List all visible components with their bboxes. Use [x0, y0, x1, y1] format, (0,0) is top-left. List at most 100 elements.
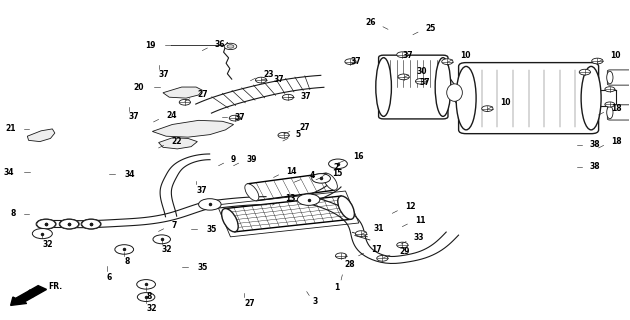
- Text: 36: 36: [215, 40, 226, 49]
- Polygon shape: [27, 129, 55, 142]
- Circle shape: [198, 199, 221, 210]
- FancyBboxPatch shape: [607, 70, 630, 85]
- Ellipse shape: [447, 84, 462, 101]
- Text: 18: 18: [611, 137, 622, 146]
- Circle shape: [179, 100, 190, 105]
- Text: 37: 37: [350, 57, 361, 66]
- Text: 30: 30: [416, 67, 427, 76]
- Circle shape: [60, 219, 79, 229]
- Text: 32: 32: [162, 245, 172, 254]
- FancyBboxPatch shape: [379, 55, 448, 119]
- Circle shape: [137, 292, 155, 301]
- Text: 21: 21: [6, 124, 16, 133]
- Polygon shape: [152, 120, 234, 137]
- Ellipse shape: [607, 106, 613, 119]
- Circle shape: [605, 102, 615, 107]
- Text: 27: 27: [197, 91, 208, 100]
- Circle shape: [297, 194, 320, 205]
- Text: 31: 31: [374, 224, 384, 233]
- Text: 27: 27: [244, 299, 255, 308]
- Text: 28: 28: [345, 260, 355, 269]
- Text: 24: 24: [166, 111, 176, 120]
- Text: 15: 15: [332, 169, 342, 178]
- Circle shape: [224, 43, 237, 50]
- Ellipse shape: [581, 67, 601, 130]
- Circle shape: [482, 106, 493, 111]
- Text: 37: 37: [196, 186, 207, 195]
- Text: 26: 26: [365, 19, 375, 28]
- Polygon shape: [248, 173, 335, 201]
- FancyBboxPatch shape: [459, 63, 598, 134]
- Circle shape: [137, 280, 156, 289]
- Ellipse shape: [222, 209, 238, 232]
- Text: 8: 8: [11, 209, 16, 219]
- Text: 19: 19: [145, 41, 156, 50]
- Text: 10: 10: [460, 52, 471, 60]
- Text: FR.: FR.: [49, 282, 63, 292]
- Text: 38: 38: [590, 163, 600, 172]
- Text: 38: 38: [590, 140, 600, 149]
- Circle shape: [605, 87, 615, 92]
- Circle shape: [256, 77, 266, 83]
- Text: 6: 6: [106, 273, 112, 282]
- Circle shape: [415, 78, 427, 84]
- Polygon shape: [159, 138, 197, 149]
- Text: 34: 34: [4, 168, 14, 177]
- Text: 10: 10: [500, 99, 510, 108]
- Text: 37: 37: [301, 92, 311, 101]
- Circle shape: [397, 242, 408, 248]
- Text: 35: 35: [207, 225, 217, 234]
- Text: 32: 32: [146, 304, 157, 313]
- Text: 35: 35: [197, 263, 208, 272]
- Circle shape: [59, 219, 79, 229]
- Circle shape: [442, 59, 453, 65]
- Text: 4: 4: [310, 172, 315, 180]
- Polygon shape: [163, 87, 202, 98]
- Text: 18: 18: [611, 104, 622, 113]
- Text: 1: 1: [334, 283, 339, 292]
- Text: 5: 5: [295, 130, 301, 139]
- Text: 16: 16: [353, 152, 364, 161]
- Circle shape: [579, 69, 590, 75]
- Circle shape: [355, 231, 367, 236]
- Circle shape: [115, 245, 134, 254]
- Polygon shape: [225, 196, 351, 232]
- Text: 37: 37: [129, 112, 139, 121]
- Ellipse shape: [375, 58, 391, 116]
- FancyArrow shape: [11, 286, 47, 305]
- Circle shape: [329, 159, 347, 169]
- Circle shape: [592, 58, 603, 64]
- Circle shape: [377, 255, 388, 261]
- Text: 7: 7: [171, 220, 176, 229]
- Text: 17: 17: [371, 245, 382, 254]
- Text: 3: 3: [313, 297, 318, 306]
- Circle shape: [81, 219, 101, 229]
- Ellipse shape: [323, 173, 338, 190]
- Text: 11: 11: [415, 216, 425, 225]
- Circle shape: [37, 219, 55, 229]
- Circle shape: [336, 253, 347, 259]
- Text: 8: 8: [146, 292, 151, 301]
- Text: 9: 9: [231, 155, 236, 164]
- Ellipse shape: [607, 71, 613, 84]
- Text: 8: 8: [124, 257, 130, 266]
- Circle shape: [278, 132, 289, 138]
- Text: 23: 23: [263, 70, 273, 79]
- Ellipse shape: [338, 196, 354, 219]
- Text: 37: 37: [273, 75, 284, 84]
- FancyBboxPatch shape: [607, 105, 630, 120]
- Ellipse shape: [245, 184, 259, 201]
- Text: 29: 29: [399, 247, 410, 256]
- Text: 14: 14: [286, 167, 297, 176]
- Circle shape: [32, 228, 52, 239]
- Text: 37: 37: [159, 70, 169, 79]
- Text: 13: 13: [285, 194, 295, 203]
- Text: 27: 27: [299, 123, 310, 132]
- Text: 34: 34: [124, 170, 135, 179]
- Circle shape: [36, 219, 56, 229]
- Circle shape: [312, 174, 331, 183]
- Text: 25: 25: [425, 24, 436, 33]
- Ellipse shape: [435, 58, 451, 116]
- Text: 2: 2: [334, 164, 339, 172]
- Text: 37: 37: [420, 78, 430, 87]
